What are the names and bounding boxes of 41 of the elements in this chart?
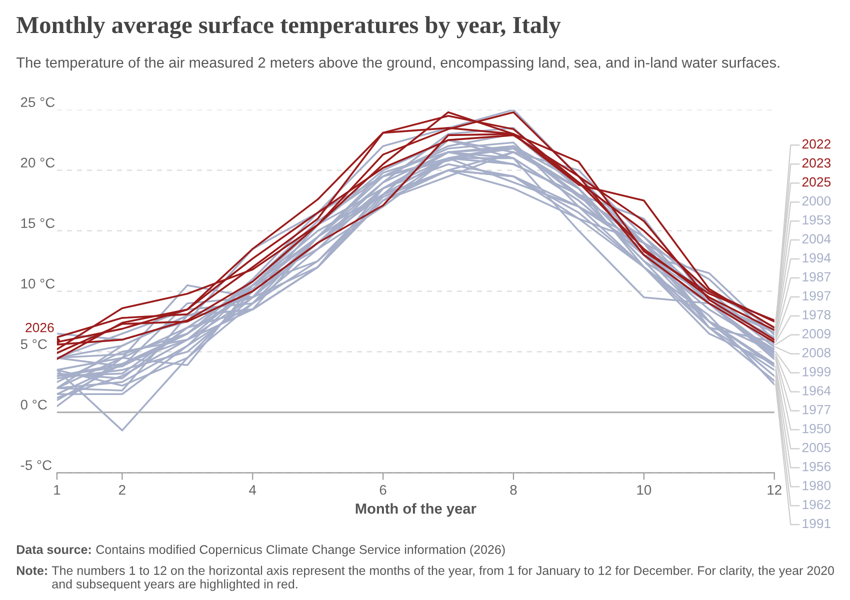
text: 2000	[802, 196, 831, 206]
text: 1987	[802, 272, 830, 282]
y-tick-label: 0 °C	[20, 400, 47, 410]
text: 1953	[802, 215, 831, 225]
text: 2009	[802, 329, 830, 338]
x-axis-title: Month of the year	[356, 503, 476, 517]
text: 1997	[802, 291, 830, 300]
text: 1994	[802, 253, 831, 262]
y-tick-label: 5 °C	[20, 339, 47, 350]
x-tick-label: 12	[768, 484, 782, 495]
text: 1950	[802, 424, 831, 434]
text: 2025	[802, 177, 831, 187]
y-tick-label: 10 °C	[21, 278, 55, 289]
y-tick-label: 20 °C	[20, 158, 55, 168]
text: 2005	[802, 442, 831, 452]
x-tick-label: 1	[54, 485, 60, 495]
series-label: 2026	[26, 322, 54, 332]
text: 2023	[802, 158, 831, 168]
text: 2004	[802, 234, 831, 244]
text: 1962	[802, 500, 830, 510]
text: 1956	[802, 462, 831, 472]
chart-title: Monthly average surface temperatures by year, Italy	[16, 16, 561, 38]
text: 1980	[802, 480, 831, 490]
y-tick-label: -5 °C	[20, 460, 52, 470]
text: 1978	[802, 310, 831, 320]
chart-subtitle: The temperature of the air measured 2 meters above the ground, encompassing land, sea, and in-land water surfaces.	[16, 57, 780, 71]
y-tick-label: 25 °C	[20, 97, 55, 108]
text: 1977	[802, 404, 830, 414]
source-note: Data source: Contains modified Copernicus Climate Change Service information (2026)	[16, 544, 505, 556]
x-tick-label: 2	[119, 484, 126, 495]
y-tick-label: 15 °C	[21, 218, 55, 228]
text: 1964	[802, 386, 831, 396]
text: 1999	[802, 367, 830, 376]
text: Note: The numbers 1 to 12 on the horizontal axis represent the months of the year, from 1 for January to 12 for December. For clarity, the year 2020 and subsequent years are highlighted in red.	[16, 566, 834, 591]
x-tick-label: 8	[510, 484, 517, 495]
x-tick-label: 10	[637, 484, 652, 495]
text: 2008	[802, 348, 831, 358]
x-tick-label: 6	[380, 484, 386, 495]
text: 1991	[802, 518, 830, 528]
text: 2022	[802, 139, 830, 149]
x-tick-label: 4	[249, 485, 256, 495]
